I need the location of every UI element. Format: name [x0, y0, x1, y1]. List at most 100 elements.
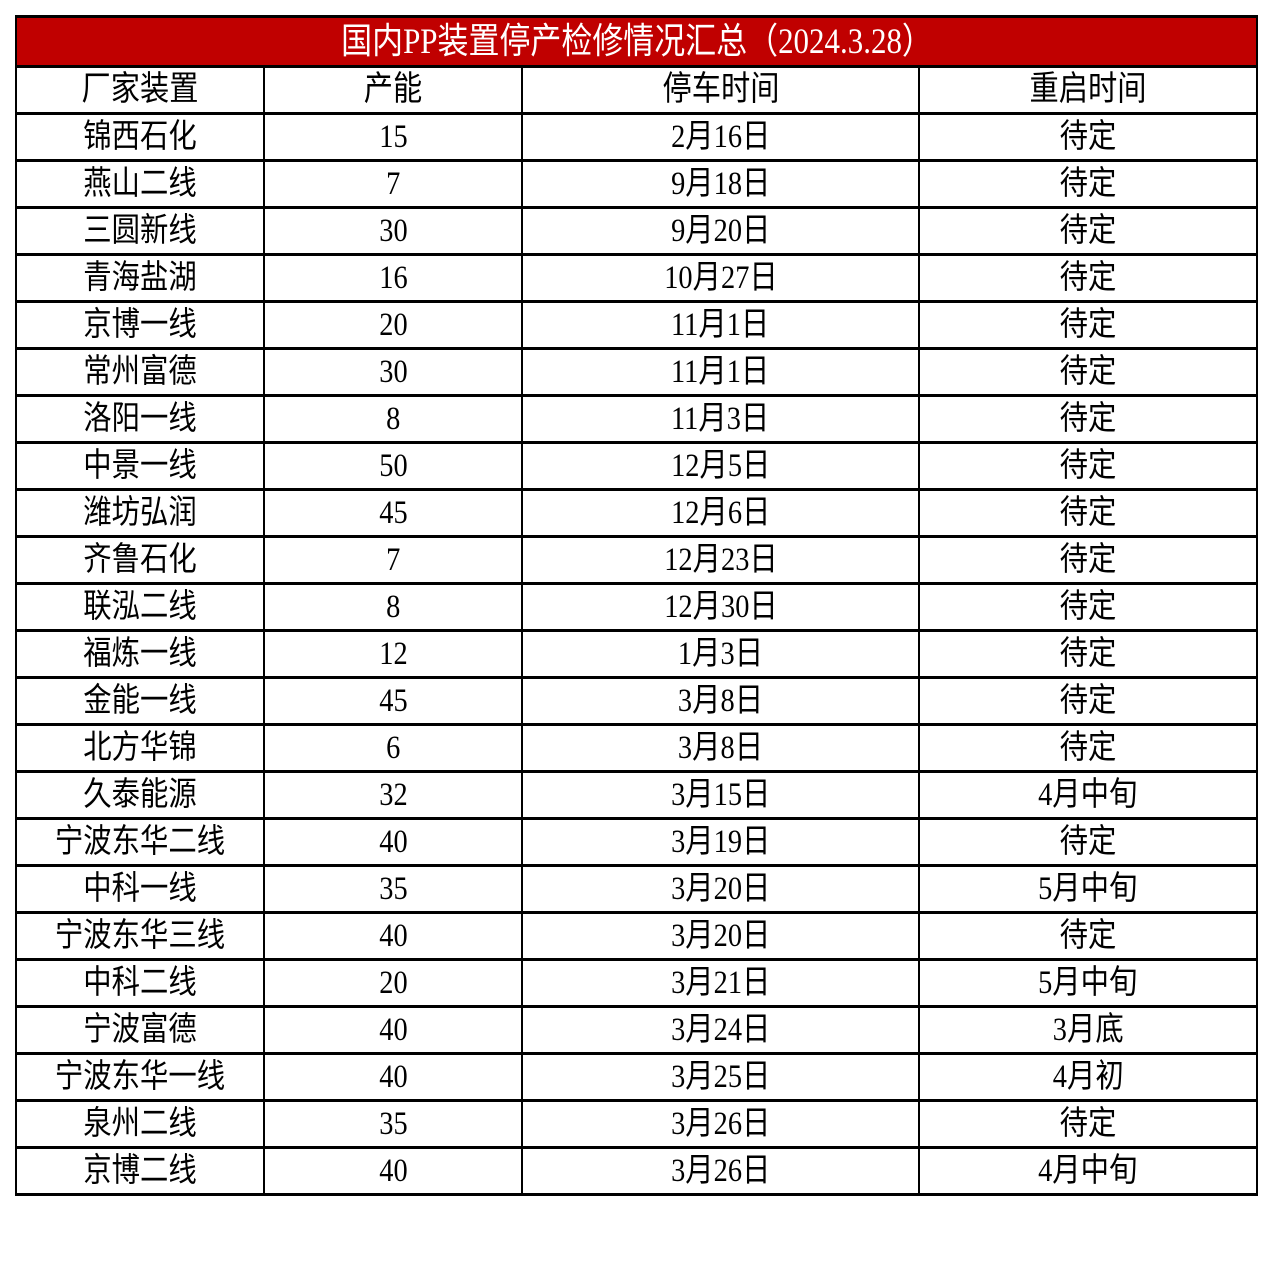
shutdown-date-cell-text: 12月6日 — [670, 495, 771, 531]
restart-date-cell-text: 4月中旬 — [1038, 777, 1138, 813]
shutdown-date-cell-text: 3月8日 — [677, 730, 764, 766]
plant-cell: 宁波东华三线 — [15, 911, 265, 961]
plant-cell-text: 久泰能源 — [83, 777, 197, 813]
capacity-cell: 30 — [263, 206, 523, 256]
plant-cell-text: 泉州二线 — [83, 1106, 197, 1142]
plant-cell-text: 锦西石化 — [83, 119, 197, 155]
shutdown-date-cell-text: 3月8日 — [677, 683, 764, 719]
restart-date-cell: 待定 — [917, 441, 1259, 491]
shutdown-date-cell: 3月26日 — [521, 1146, 920, 1196]
capacity-cell-text: 35 — [378, 1106, 408, 1142]
plant-cell-text: 齐鲁石化 — [83, 542, 197, 578]
table-row: 泉州二线 35 3月26日 待定 — [15, 1099, 1259, 1149]
table-row: 潍坊弘润 45 12月6日 待定 — [15, 488, 1259, 538]
plant-cell: 常州富德 — [15, 347, 265, 397]
shutdown-date-cell: 3月8日 — [521, 723, 920, 773]
shutdown-date-cell: 1月3日 — [521, 629, 920, 679]
plant-cell-text: 宁波东华三线 — [54, 918, 226, 954]
restart-date-cell: 5月中旬 — [917, 958, 1259, 1008]
header-row: 厂家装置 产能 停车时间 重启时间 — [15, 65, 1259, 115]
capacity-cell: 8 — [263, 582, 523, 632]
restart-date-cell: 待定 — [917, 817, 1259, 867]
shutdown-date-cell: 3月15日 — [521, 770, 920, 820]
restart-date-cell-text: 待定 — [1059, 683, 1117, 719]
shutdown-date-cell-text: 10月27日 — [663, 260, 778, 296]
table-row: 常州富德 30 11月1日 待定 — [15, 347, 1259, 397]
shutdown-date-cell: 12月30日 — [521, 582, 920, 632]
plant-cell-text: 北方华锦 — [83, 730, 197, 766]
shutdown-date-cell-text: 12月30日 — [663, 589, 778, 625]
restart-date-cell-text: 待定 — [1059, 495, 1117, 531]
restart-date-cell: 待定 — [917, 676, 1259, 726]
capacity-cell-text: 40 — [378, 918, 408, 954]
shutdown-date-cell-text: 3月21日 — [670, 965, 771, 1001]
restart-date-cell: 待定 — [917, 206, 1259, 256]
restart-date-cell-text: 4月中旬 — [1038, 1153, 1138, 1189]
plant-cell-text: 洛阳一线 — [83, 401, 197, 437]
pp-maintenance-table: 国内PP装置停产检修情况汇总（2024.3.28） 厂家装置 产能 停车时间 重… — [14, 15, 1259, 1196]
shutdown-date-cell-text: 3月20日 — [670, 918, 771, 954]
capacity-cell-text: 6 — [385, 730, 401, 766]
shutdown-date-cell-text: 3月15日 — [670, 777, 771, 813]
plant-cell: 京博二线 — [15, 1146, 265, 1196]
plant-cell: 潍坊弘润 — [15, 488, 265, 538]
table-row: 福炼一线 12 1月3日 待定 — [15, 629, 1259, 679]
restart-date-cell-text: 待定 — [1059, 260, 1117, 296]
plant-cell-text: 三圆新线 — [83, 213, 197, 249]
shutdown-date-cell: 3月20日 — [521, 864, 920, 914]
restart-date-cell: 待定 — [917, 347, 1259, 397]
capacity-cell: 30 — [263, 347, 523, 397]
title-row: 国内PP装置停产检修情况汇总（2024.3.28） — [14, 15, 1259, 68]
shutdown-date-cell-text: 3月24日 — [670, 1012, 771, 1048]
plant-cell-text: 京博一线 — [83, 307, 197, 343]
shutdown-date-cell-text: 1月3日 — [677, 636, 764, 672]
restart-date-cell: 待定 — [917, 723, 1259, 773]
capacity-cell-text: 32 — [378, 777, 408, 813]
capacity-cell-text: 8 — [385, 589, 401, 625]
shutdown-date-cell: 9月18日 — [521, 159, 920, 209]
table-row: 宁波东华二线 40 3月19日 待定 — [15, 817, 1259, 867]
restart-date-cell: 4月初 — [917, 1052, 1259, 1102]
restart-date-cell: 待定 — [917, 112, 1259, 162]
capacity-cell: 35 — [263, 1099, 523, 1149]
shutdown-date-cell-text: 3月26日 — [670, 1106, 771, 1142]
plant-cell-text: 中景一线 — [83, 448, 197, 484]
capacity-cell-text: 40 — [378, 1153, 408, 1189]
table-row: 北方华锦 6 3月8日 待定 — [15, 723, 1259, 773]
capacity-cell-text: 16 — [378, 260, 408, 296]
capacity-cell: 6 — [263, 723, 523, 773]
restart-date-cell-text: 5月中旬 — [1038, 965, 1138, 1001]
table-row: 金能一线 45 3月8日 待定 — [15, 676, 1259, 726]
plant-cell-text: 京博二线 — [83, 1153, 197, 1189]
plant-cell: 联泓二线 — [15, 582, 265, 632]
shutdown-date-cell-text: 3月19日 — [670, 824, 771, 860]
shutdown-date-cell: 12月23日 — [521, 535, 920, 585]
capacity-cell: 20 — [263, 300, 523, 350]
shutdown-date-cell: 3月25日 — [521, 1052, 920, 1102]
plant-cell-text: 青海盐湖 — [83, 260, 197, 296]
table-row: 锦西石化 15 2月16日 待定 — [15, 112, 1259, 162]
shutdown-date-cell: 11月1日 — [521, 300, 920, 350]
shutdown-date-cell: 9月20日 — [521, 206, 920, 256]
table-row: 京博一线 20 11月1日 待定 — [15, 300, 1259, 350]
restart-date-cell-text: 待定 — [1059, 542, 1117, 578]
capacity-cell-text: 8 — [385, 401, 401, 437]
header-restart-date-text: 重启时间 — [1029, 71, 1147, 108]
table-row: 青海盐湖 16 10月27日 待定 — [15, 253, 1259, 303]
restart-date-cell-text: 待定 — [1059, 589, 1117, 625]
restart-date-cell-text: 待定 — [1059, 918, 1117, 954]
shutdown-date-cell: 11月3日 — [521, 394, 920, 444]
capacity-cell-text: 30 — [378, 213, 408, 249]
plant-cell-text: 福炼一线 — [83, 636, 197, 672]
capacity-cell-text: 40 — [378, 1012, 408, 1048]
table-row: 三圆新线 30 9月20日 待定 — [15, 206, 1259, 256]
shutdown-date-cell-text: 11月1日 — [671, 354, 770, 390]
shutdown-date-cell-text: 2月16日 — [670, 119, 771, 155]
capacity-cell-text: 40 — [378, 1059, 408, 1095]
restart-date-cell-text: 待定 — [1059, 1106, 1117, 1142]
plant-cell: 金能一线 — [15, 676, 265, 726]
restart-date-cell-text: 待定 — [1059, 166, 1117, 202]
header-restart-date: 重启时间 — [917, 65, 1259, 115]
plant-cell-text: 宁波富德 — [83, 1012, 197, 1048]
plant-cell-text: 宁波东华一线 — [54, 1059, 226, 1095]
